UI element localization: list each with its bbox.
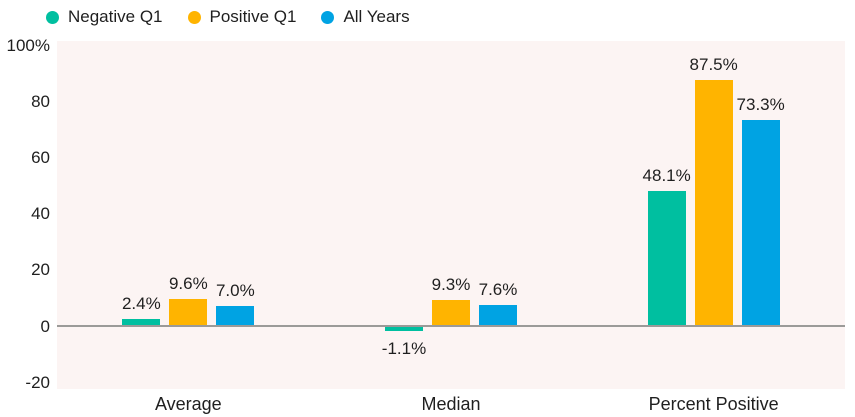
bar-negative-q1-median: [385, 327, 423, 332]
chart-legend: Negative Q1 Positive Q1 All Years: [46, 5, 410, 29]
bar-all-years-percent-positive: [741, 120, 780, 326]
bar-positive-q1-median: [432, 299, 470, 326]
y-tick-label: 60: [31, 147, 50, 167]
zero-axis-line: [57, 325, 845, 327]
bar-negative-q1-percent-positive: [647, 190, 686, 326]
bar-negative-q1-average: [122, 319, 161, 326]
legend-dot-icon: [46, 10, 59, 24]
bar-positive-q1-average: [169, 299, 208, 326]
bar-value-label: 2.4%: [121, 294, 161, 314]
y-tick-label: 20: [31, 260, 50, 280]
legend-label: All Years: [343, 7, 410, 26]
legend-label: Negative Q1: [68, 7, 163, 26]
bar-all-years-average: [216, 306, 255, 326]
legend-label: Positive Q1: [209, 7, 297, 26]
bar-value-label: 7.6%: [478, 279, 518, 299]
bar-value-label: 7.0%: [215, 281, 255, 301]
legend-item-negative-q1: Negative Q1: [46, 5, 163, 29]
legend-item-positive-q1: Positive Q1: [187, 5, 297, 29]
x-category-label-average: Average: [154, 394, 222, 414]
y-tick-label: 0: [40, 316, 50, 336]
legend-item-all-years: All Years: [321, 5, 410, 29]
legend-dot-icon: [187, 10, 201, 24]
y-tick-label: 80: [31, 91, 50, 111]
bar-positive-q1-percent-positive: [694, 80, 733, 326]
bar-value-label: 73.3%: [736, 95, 785, 115]
bar-value-label: 9.3%: [431, 274, 471, 294]
bar-value-label: 9.6%: [168, 274, 208, 294]
y-tick-label: 40: [31, 204, 50, 224]
bar-all-years-median: [479, 304, 517, 326]
legend-dot-icon: [321, 10, 335, 24]
bar-value-label: 48.1%: [642, 165, 691, 185]
x-category-label-percent-positive: Percent Positive: [648, 394, 779, 414]
plot-area: 2.4% 9.6% 7.0% -1.1% 9.3% 7.6% 48.1% 87.5% 73.3%: [57, 41, 845, 389]
x-category-label-median: Median: [421, 394, 481, 414]
y-tick-label: -20: [25, 372, 50, 392]
y-tick-label: 100%: [6, 35, 50, 55]
bar-value-label: 87.5%: [689, 55, 738, 75]
bar-value-label: -1.1%: [381, 339, 427, 359]
